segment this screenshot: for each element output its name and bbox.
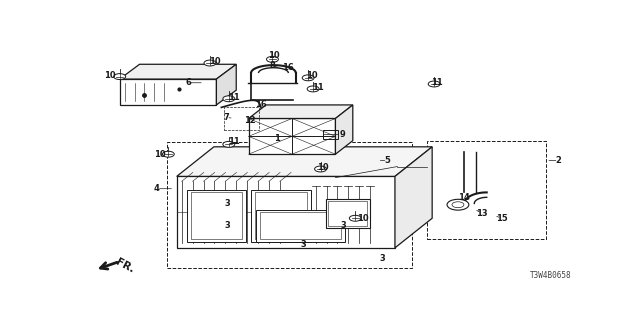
Circle shape	[428, 81, 440, 87]
Circle shape	[114, 74, 125, 80]
Text: 3: 3	[225, 221, 230, 230]
Text: 11: 11	[228, 93, 239, 102]
Bar	[260, 212, 341, 239]
Text: 3: 3	[340, 221, 346, 230]
Polygon shape	[249, 118, 335, 154]
Text: 10: 10	[317, 163, 329, 172]
Circle shape	[223, 96, 235, 102]
Bar	[428, 141, 547, 239]
Circle shape	[223, 141, 235, 147]
Text: 3: 3	[300, 240, 306, 249]
Circle shape	[204, 60, 216, 66]
Text: 2: 2	[556, 156, 561, 165]
Text: 15: 15	[496, 214, 508, 223]
Bar	[167, 142, 412, 268]
Bar	[256, 210, 346, 242]
Text: 6: 6	[185, 78, 191, 87]
Circle shape	[266, 56, 278, 62]
Text: 10: 10	[209, 57, 221, 66]
Circle shape	[447, 199, 469, 210]
Text: 11: 11	[228, 137, 239, 146]
Bar	[326, 198, 370, 228]
Text: 3: 3	[380, 254, 385, 263]
Text: 16: 16	[282, 63, 294, 72]
Text: 16: 16	[255, 100, 267, 109]
Bar	[251, 190, 310, 242]
Circle shape	[315, 166, 326, 172]
Bar	[255, 192, 307, 239]
Polygon shape	[177, 147, 432, 176]
Polygon shape	[120, 79, 216, 105]
Circle shape	[163, 151, 174, 157]
Polygon shape	[249, 105, 353, 118]
Text: 10: 10	[307, 71, 318, 80]
Text: 10: 10	[154, 150, 165, 159]
Polygon shape	[335, 105, 353, 154]
Text: 11: 11	[431, 78, 443, 87]
Text: 3: 3	[225, 199, 230, 208]
Text: 8: 8	[269, 61, 275, 70]
Text: 14: 14	[458, 193, 470, 202]
Text: 10: 10	[357, 214, 369, 223]
Polygon shape	[120, 64, 236, 79]
Bar	[328, 201, 367, 226]
Text: 10: 10	[104, 71, 116, 80]
Text: 4: 4	[154, 184, 160, 193]
Bar	[187, 190, 246, 242]
Text: 5: 5	[385, 156, 390, 165]
Bar	[224, 108, 259, 130]
Text: 9: 9	[340, 130, 346, 139]
Bar	[323, 130, 338, 140]
Text: 10: 10	[268, 51, 279, 60]
Polygon shape	[216, 64, 236, 105]
Circle shape	[349, 215, 361, 221]
Text: T3W4B0658: T3W4B0658	[529, 271, 571, 280]
Text: 11: 11	[312, 83, 324, 92]
Text: 12: 12	[244, 116, 255, 125]
Polygon shape	[395, 147, 432, 248]
Circle shape	[307, 86, 319, 92]
Polygon shape	[177, 176, 395, 248]
Circle shape	[302, 75, 314, 81]
Bar	[191, 192, 242, 239]
Text: 1: 1	[275, 134, 280, 143]
Text: 7: 7	[223, 113, 229, 122]
Text: 13: 13	[476, 209, 488, 218]
Text: FR.: FR.	[114, 257, 136, 275]
